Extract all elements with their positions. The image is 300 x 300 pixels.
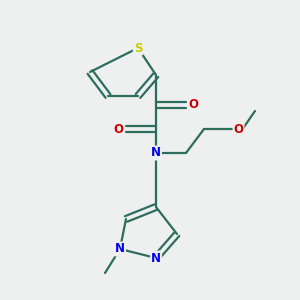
Text: O: O bbox=[113, 122, 124, 136]
Text: N: N bbox=[151, 251, 161, 265]
Text: N: N bbox=[151, 146, 161, 160]
Text: S: S bbox=[134, 41, 142, 55]
Text: O: O bbox=[233, 122, 244, 136]
Text: O: O bbox=[188, 98, 199, 112]
Text: N: N bbox=[115, 242, 125, 256]
